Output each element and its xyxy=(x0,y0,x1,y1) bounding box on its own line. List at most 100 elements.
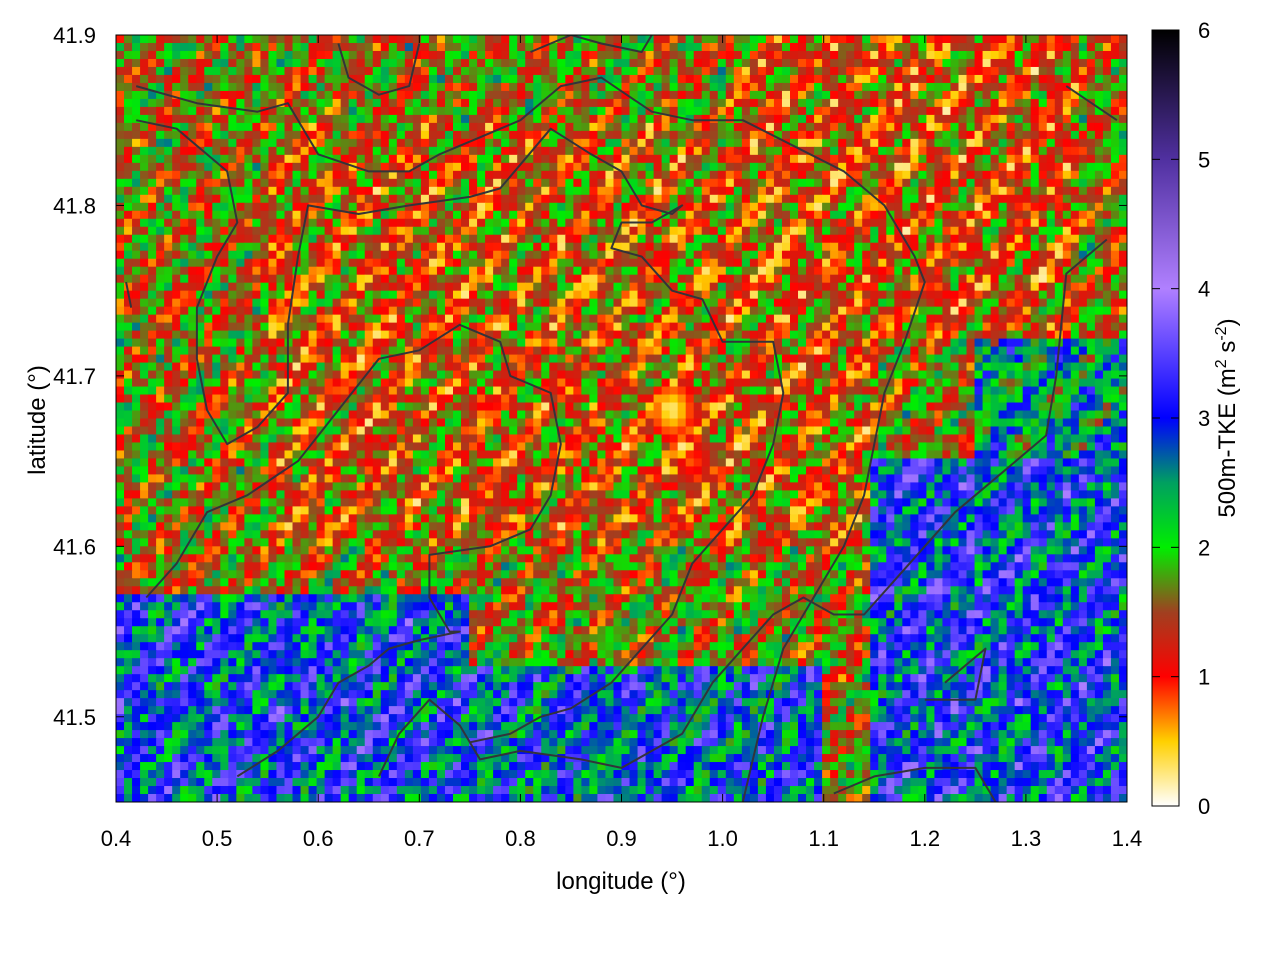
heatmap-cell xyxy=(1118,274,1127,284)
heatmap-cell xyxy=(220,242,229,252)
heatmap-cell xyxy=(348,298,358,308)
heatmap-cell xyxy=(685,186,695,196)
heatmap-cell xyxy=(709,130,719,140)
heatmap-cell xyxy=(950,90,960,100)
heatmap-cell xyxy=(220,218,229,228)
heatmap-cell xyxy=(236,162,245,172)
heatmap-cell xyxy=(260,146,270,156)
heatmap-cell xyxy=(942,274,952,284)
heatmap-cell xyxy=(1102,35,1112,44)
heatmap-cell xyxy=(878,306,887,316)
heatmap-cell xyxy=(557,74,566,84)
heatmap-cell xyxy=(1062,130,1072,140)
heatmap-cell xyxy=(196,290,205,300)
heatmap-cell xyxy=(637,242,647,252)
heatmap-cell xyxy=(372,82,382,92)
heatmap-cell xyxy=(822,170,831,180)
heatmap-cell xyxy=(533,122,542,132)
heatmap-cell xyxy=(1086,226,1096,236)
heatmap-cell xyxy=(485,98,494,108)
heatmap-cell xyxy=(1046,58,1056,68)
heatmap-cell xyxy=(420,346,430,356)
heatmap-cell xyxy=(581,210,590,220)
heatmap-cell xyxy=(324,210,334,220)
heatmap-cell xyxy=(838,330,847,340)
heatmap-cell xyxy=(629,306,639,316)
heatmap-cell xyxy=(196,106,205,116)
heatmap-cell xyxy=(453,82,462,92)
heatmap-cell xyxy=(525,202,534,212)
heatmap-cell xyxy=(284,82,294,92)
heatmap-cell xyxy=(172,35,181,44)
heatmap-cell xyxy=(1038,242,1048,252)
heatmap-cell xyxy=(212,282,221,292)
heatmap-cell xyxy=(268,226,278,236)
heatmap-cell xyxy=(180,346,189,356)
heatmap-cell xyxy=(501,50,510,60)
heatmap-cell xyxy=(942,210,952,220)
heatmap-cell xyxy=(749,298,759,308)
heatmap-cell xyxy=(790,82,799,92)
heatmap-cell xyxy=(878,314,887,324)
heatmap-cell xyxy=(164,330,173,340)
heatmap-cell xyxy=(284,266,294,276)
heatmap-cell xyxy=(838,146,847,156)
heatmap-cell xyxy=(132,274,141,284)
heatmap-cell xyxy=(348,218,358,228)
heatmap-cell xyxy=(958,122,968,132)
heatmap-cell xyxy=(477,266,486,276)
heatmap-cell xyxy=(444,314,454,324)
heatmap-cell xyxy=(918,314,927,324)
heatmap-cell xyxy=(974,58,984,68)
heatmap-cell xyxy=(1110,322,1120,332)
heatmap-cell xyxy=(878,266,887,276)
heatmap-cell xyxy=(228,138,237,148)
heatmap-cell xyxy=(461,106,470,116)
heatmap-cell xyxy=(461,66,470,76)
heatmap-cell xyxy=(212,306,221,316)
heatmap-cell xyxy=(404,330,414,340)
heatmap-cell xyxy=(412,42,422,52)
heatmap-cell xyxy=(324,170,334,180)
heatmap-cell xyxy=(966,242,976,252)
heatmap-cell xyxy=(669,274,679,284)
heatmap-cell xyxy=(156,82,165,92)
heatmap-cell xyxy=(124,274,133,284)
heatmap-cell xyxy=(886,42,895,52)
heatmap-cell xyxy=(180,42,189,52)
heatmap-cell xyxy=(589,170,599,180)
heatmap-cell xyxy=(910,90,919,100)
heatmap-cell xyxy=(469,218,478,228)
heatmap-cell xyxy=(348,170,358,180)
heatmap-cell xyxy=(942,202,952,212)
heatmap-cell xyxy=(846,170,855,180)
heatmap-cell xyxy=(653,186,663,196)
heatmap-cell xyxy=(436,154,446,164)
heatmap-cell xyxy=(244,218,253,228)
heatmap-cell xyxy=(509,194,518,204)
heatmap-cell xyxy=(982,66,992,76)
heatmap-cell xyxy=(798,306,807,316)
heatmap-cell xyxy=(428,306,438,316)
heatmap-cell xyxy=(870,234,879,244)
heatmap-cell xyxy=(340,218,350,228)
heatmap-cell xyxy=(790,234,799,244)
heatmap-cell xyxy=(1086,298,1096,308)
heatmap-cell xyxy=(998,114,1008,124)
heatmap-cell xyxy=(565,306,574,316)
heatmap-cell xyxy=(541,170,550,180)
heatmap-cell xyxy=(661,90,671,100)
heatmap-cell xyxy=(453,242,462,252)
heatmap-cell xyxy=(1030,114,1040,124)
heatmap-cell xyxy=(765,210,775,220)
heatmap-cell xyxy=(493,314,502,324)
heatmap-cell xyxy=(613,322,623,332)
heatmap-cell xyxy=(982,306,992,316)
heatmap-cell xyxy=(838,306,847,316)
heatmap-cell xyxy=(124,338,133,348)
heatmap-cell xyxy=(701,154,711,164)
heatmap-cell xyxy=(1070,58,1080,68)
heatmap-cell xyxy=(725,266,735,276)
heatmap-cell xyxy=(204,106,213,116)
heatmap-cell xyxy=(116,250,125,260)
